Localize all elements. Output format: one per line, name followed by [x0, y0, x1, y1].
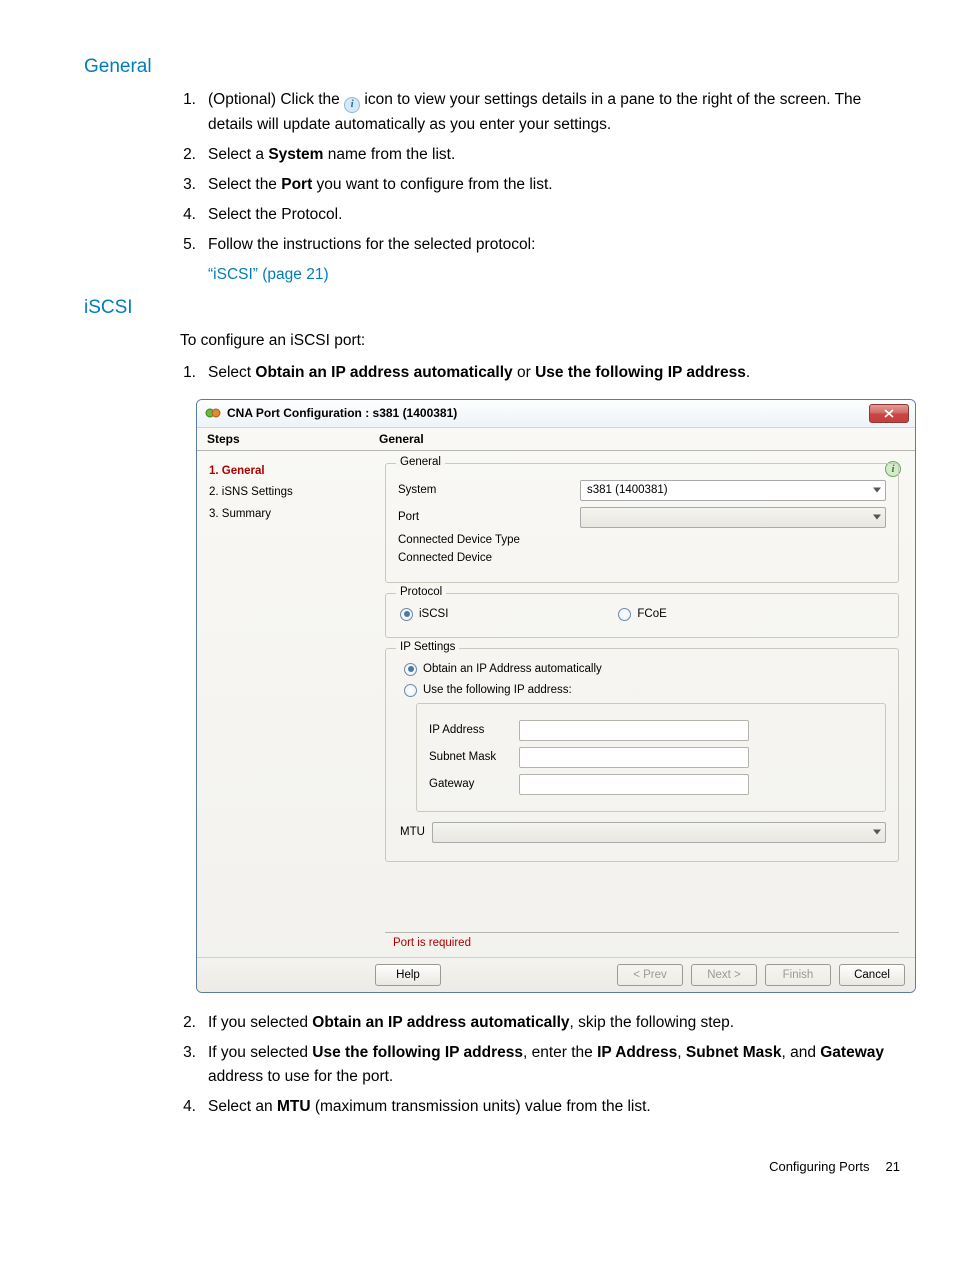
step-text: Select the Protocol.: [208, 203, 902, 227]
prev-button[interactable]: < Prev: [617, 964, 683, 986]
step-num: 2.: [180, 1011, 208, 1035]
wizard-step-general[interactable]: 1. General: [209, 461, 356, 483]
group-protocol-legend: Protocol: [396, 586, 446, 598]
step-text: Select an MTU (maximum transmission unit…: [208, 1095, 902, 1119]
step-text: Follow the instructions for the selected…: [208, 233, 902, 257]
app-icon: [205, 405, 221, 421]
dialog-titlebar: CNA Port Configuration : s381 (1400381): [197, 400, 915, 428]
radio-fcoe[interactable]: FCoE: [618, 608, 666, 621]
heading-general: General: [84, 56, 902, 78]
step-text: Select a System name from the list.: [208, 143, 902, 167]
label-ip-address: IP Address: [429, 724, 519, 736]
step-num: 1.: [180, 88, 208, 137]
step-num: 4.: [180, 1095, 208, 1119]
label-connected-device-type: Connected Device Type: [398, 534, 580, 546]
label-connected-device: Connected Device: [398, 552, 580, 564]
wizard-steps: 1. General 2. iSNS Settings 3. Summary: [197, 451, 369, 957]
link-iscsi-page[interactable]: “iSCSI” (page 21): [208, 263, 902, 287]
step-text: (Optional) Click the i icon to view your…: [208, 88, 902, 137]
label-system: System: [398, 484, 580, 496]
close-button[interactable]: [869, 404, 909, 423]
dialog-cna-port-config: CNA Port Configuration : s381 (1400381) …: [196, 399, 916, 993]
dialog-button-bar: Help < Prev Next > Finish Cancel: [197, 957, 915, 992]
step-text: Select the Port you want to configure fr…: [208, 173, 902, 197]
finish-button[interactable]: Finish: [765, 964, 831, 986]
validation-message: Port is required: [385, 932, 899, 953]
page-footer: Configuring Ports 21: [84, 1159, 902, 1174]
group-general-legend: General: [396, 456, 445, 468]
footer-section: Configuring Ports: [769, 1159, 869, 1174]
port-combobox[interactable]: [580, 507, 886, 528]
wizard-step-summary[interactable]: 3. Summary: [209, 504, 356, 526]
group-ip-settings: IP Settings Obtain an IP Address automat…: [385, 648, 899, 862]
help-button[interactable]: Help: [375, 964, 441, 986]
group-ip-fields: IP Address Subnet Mask Gateway: [416, 703, 886, 812]
radio-ip-manual[interactable]: Use the following IP address:: [404, 684, 886, 697]
steps-header: Steps: [197, 428, 369, 450]
iscsi-intro: To configure an iSCSI port:: [84, 329, 902, 353]
info-icon: i: [344, 97, 360, 113]
cancel-button[interactable]: Cancel: [839, 964, 905, 986]
step-text: If you selected Use the following IP add…: [208, 1041, 902, 1089]
wizard-step-isns[interactable]: 2. iSNS Settings: [209, 482, 356, 504]
general-steps: 1. (Optional) Click the i icon to view y…: [84, 88, 902, 287]
panel-general-body: i General System s381 (1400381) Port Con…: [369, 451, 915, 957]
step-num: 1.: [180, 361, 208, 385]
step-text: If you selected Obtain an IP address aut…: [208, 1011, 902, 1035]
group-ip-legend: IP Settings: [396, 641, 459, 653]
step-num: 5.: [180, 233, 208, 257]
dialog-title: CNA Port Configuration : s381 (1400381): [227, 406, 869, 420]
group-general: General System s381 (1400381) Port Conne…: [385, 463, 899, 583]
group-protocol: Protocol iSCSI FCoE: [385, 593, 899, 638]
system-combobox[interactable]: s381 (1400381): [580, 480, 886, 501]
radio-ip-auto[interactable]: Obtain an IP Address automatically: [404, 663, 886, 676]
step-text: Select Obtain an IP address automaticall…: [208, 361, 902, 385]
label-mtu: MTU: [400, 826, 432, 838]
step-num: 3.: [180, 173, 208, 197]
label-subnet-mask: Subnet Mask: [429, 751, 519, 763]
subnet-mask-field[interactable]: [519, 747, 749, 768]
heading-iscsi: iSCSI: [84, 297, 902, 319]
radio-iscsi[interactable]: iSCSI: [400, 608, 448, 621]
panel-header: General: [369, 428, 915, 450]
step-num: 3.: [180, 1041, 208, 1089]
footer-page-number: 21: [886, 1159, 900, 1174]
step-num: 2.: [180, 143, 208, 167]
gateway-field[interactable]: [519, 774, 749, 795]
label-gateway: Gateway: [429, 778, 519, 790]
ip-address-field[interactable]: [519, 720, 749, 741]
label-port: Port: [398, 511, 580, 523]
next-button[interactable]: Next >: [691, 964, 757, 986]
mtu-combobox[interactable]: [432, 822, 886, 843]
step-num: 4.: [180, 203, 208, 227]
